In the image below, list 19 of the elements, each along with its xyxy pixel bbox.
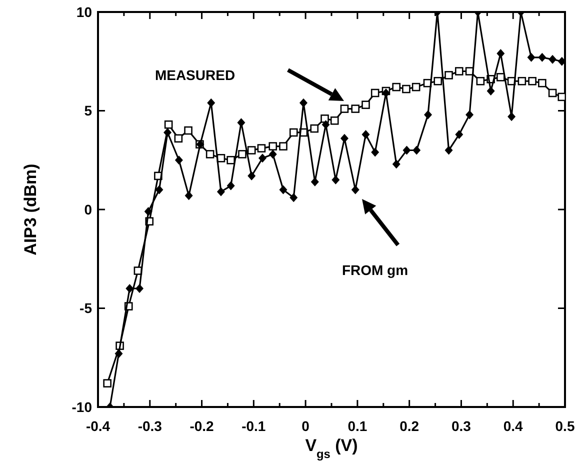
x-tick-label: 0.3 <box>451 418 472 434</box>
x-axis-title: V$_{gs}$ (V) <box>305 436 358 461</box>
y-tick-label: 10 <box>76 4 92 20</box>
y-axis-title: AIP3 (dBm) <box>21 164 40 256</box>
x-tick-label: -0.4 <box>86 418 110 434</box>
y-tick-label: -5 <box>80 300 92 316</box>
annotation: FROM gm <box>342 262 408 278</box>
x-tick-label: -0.2 <box>190 418 214 434</box>
annotation: MEASURED <box>154 67 236 83</box>
y-tick-label: 5 <box>84 102 92 119</box>
x-tick-label: -0.3 <box>138 418 162 434</box>
x-tick-label: 0 <box>302 418 310 434</box>
x-tick-label: 0.1 <box>348 418 368 434</box>
x-tick-label: 0.2 <box>400 418 420 434</box>
x-tick-label: 0.4 <box>503 418 524 434</box>
y-tick-label: 0 <box>84 201 92 218</box>
x-tick-label: 0.5 <box>555 418 575 434</box>
x-tick-label: -0.1 <box>242 418 266 434</box>
y-tick-label: -10 <box>72 398 92 415</box>
